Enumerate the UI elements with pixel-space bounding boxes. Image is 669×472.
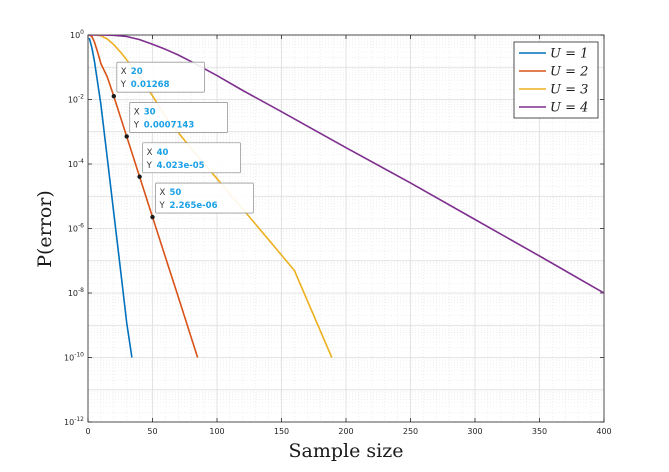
x-tick-label: 250: [403, 427, 418, 436]
datatip-x-value: 30: [144, 107, 156, 117]
y-tick-label: 10-10: [64, 352, 84, 363]
x-tick-label: 50: [147, 427, 157, 436]
y-tick-label: 10-8: [68, 287, 84, 298]
datatip-x-value: 50: [170, 188, 182, 198]
x-axis-title: Sample size: [289, 440, 404, 462]
y-tick-label: 10-6: [68, 223, 84, 234]
plot-area: 0 50 100 150 200 250 300 350 400 100 10-2 10-4 10-6 1…: [64, 29, 612, 436]
legend-label-u1: U = 1: [550, 47, 588, 62]
x-tick-label: 200: [338, 427, 353, 436]
datatip-x-key: X: [160, 188, 166, 198]
datatip-marker: [124, 134, 129, 139]
x-tick-label: 300: [467, 427, 482, 436]
y-tick-label: 10-2: [68, 94, 84, 105]
legend-label-u4: U = 4: [550, 101, 588, 116]
legend-label-u3: U = 3: [550, 83, 588, 98]
x-tick-label: 400: [596, 427, 611, 436]
datatip-box: [142, 142, 241, 174]
y-tick-label: 10-12: [64, 416, 84, 427]
x-tick-label: 350: [532, 427, 547, 436]
legend-label-u2: U = 2: [550, 65, 588, 80]
datatip-x-key: X: [134, 107, 140, 117]
legend-box: [513, 41, 599, 119]
y-axis-title: P(error): [34, 190, 56, 268]
x-tick-label: 100: [209, 427, 224, 436]
datatip-marker: [137, 174, 142, 179]
datatip-y-key: Y: [120, 80, 127, 90]
datatip-y-key: Y: [133, 120, 140, 130]
datatip-x-value: 20: [131, 67, 143, 77]
datatip-x-key: X: [147, 148, 153, 158]
series-line-u1: [88, 37, 133, 358]
datatip-marker: [111, 93, 117, 99]
series-line-u4: [89, 35, 604, 294]
datatip-y-key: Y: [159, 201, 166, 211]
datatip-box: [129, 102, 228, 133]
datatip-box: [155, 182, 254, 214]
datatip-y-value: 2.265e-06: [170, 201, 218, 211]
datatip-box: [116, 61, 205, 93]
datatip-y-value: 4.023e-05: [157, 161, 205, 171]
y-tick-label: 100: [70, 29, 84, 40]
x-tick-label: 150: [274, 427, 289, 436]
datatip-y-value: 0.01268: [131, 80, 170, 90]
datatip-x-key: X: [121, 67, 127, 77]
x-tick-label: 0: [85, 427, 90, 436]
datatip-x-value: 40: [157, 148, 169, 158]
datatip-marker: [150, 214, 155, 220]
datatip-y-value: 0.0007143: [144, 120, 195, 130]
y-tick-label: 10-4: [68, 158, 84, 169]
datatip-y-key: Y: [146, 161, 153, 171]
